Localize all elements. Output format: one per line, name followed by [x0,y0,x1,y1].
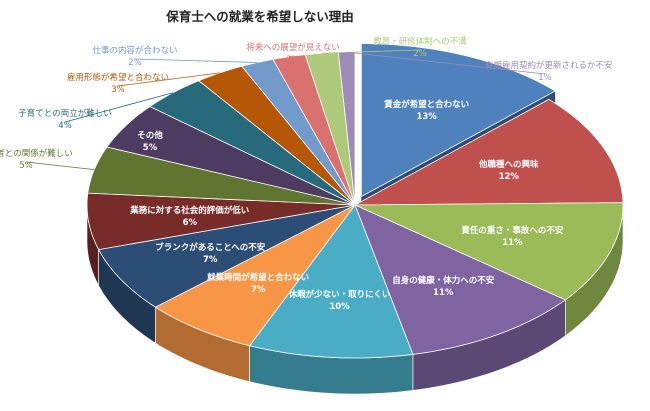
slice-2-percent: 12% [498,172,519,183]
slice-3-name: 責任の重さ・事故への不安 [461,226,564,237]
slice-1-name: 賃金が希望と合わない [384,100,470,111]
slice-1 [360,43,557,198]
slice-16-leader [346,51,546,75]
slice-14-label: 将来への展望が見えない 2% [233,42,353,66]
slice-4-percent: 11% [433,288,454,299]
slice-1-label: 賃金が希望と合わない 13% [367,99,487,123]
slice-13-label: 仕事の内容が合わない 2% [75,45,195,69]
slice-1-percent: 13% [416,112,437,123]
slice-4-label: 自身の健康・体力への不安 11% [383,275,503,299]
slice-15-percent: 2% [413,49,427,59]
slice-2-label: 他職種への興味 12% [449,159,569,183]
slice-5-percent: 10% [329,302,350,313]
slice-12-leader [117,72,220,87]
slice-15-leader [321,49,421,54]
slice-7-name: ブランクがあることへの不安 [155,242,266,253]
slice-9-leader [25,161,95,170]
slice-13-percent: 2% [128,58,142,68]
slice-8-percent: 6% [182,218,198,229]
slice-10-label: その他 5% [90,130,210,154]
slice-2-name: 他職種への興味 [478,160,539,171]
slice-9-name: 保護者との関係が難しい [0,149,73,159]
slice-15-name: 教育・研修体制への不満 [373,37,467,47]
slice-4-name: 自身の健康・体力への不安 [392,276,495,287]
slice-11-name: 子育てとの両立が難しい [18,109,112,119]
slice-12-percent: 3% [111,85,125,95]
slice-3-label: 責任の重さ・事故への不安 11% [452,225,572,249]
slice-10 [106,106,356,206]
slice-2 [354,98,624,206]
slice-9-label: 保護者との関係が難しい 5% [0,148,86,172]
slice-8-name: 業務に対する社会的評価が低い [130,206,250,217]
slice-11-percent: 4% [58,121,72,131]
slice-15-label: 教育・研修体制への不満 2% [360,36,480,60]
slice-14-percent: 2% [286,55,300,65]
slice-5-name: 休暇が少ない・取りにくい [288,290,391,301]
slice-9-percent: 5% [19,161,33,171]
slice-6-label: 就業時間が希望と合わない 7% [198,272,318,296]
slice-11-label: 子育てとの両立が難しい 4% [5,108,125,132]
slice-14-leader [288,55,294,58]
slice-8-label: 業務に対する社会的評価が低い 6% [130,205,250,229]
slice-10-percent: 5% [142,143,158,153]
slice-3 [354,202,624,301]
slice-6 [154,204,356,347]
slice-16-label: 有期雇用契約が更新されるか不安 1% [485,60,613,84]
slice-7-percent: 7% [203,254,218,265]
slice-5 [248,204,414,359]
slice-5-label: 休暇が少ない・取りにくい 10% [280,289,400,313]
slice-10-name: その他 [137,131,163,141]
slice-4 [354,204,567,355]
slice-6-name: 就業時間が希望と合わない [207,273,310,284]
slice-12-label: 雇用形態が希望と合わない 3% [58,72,178,96]
slice-7 [97,204,356,308]
slice-11-leader [64,92,174,123]
slice-16-percent: 1% [538,73,552,83]
chart-title: 保育士への就業を希望しない理由 [166,9,354,24]
slice-16-name: 有期雇用契約が更新されるか不安 [485,61,613,71]
slice-13-name: 仕事の内容が合わない [92,46,178,56]
slice-13-leader [134,58,258,63]
slice-7-label: ブランクがあることへの不安 7% [150,242,270,266]
slice-14-name: 将来への展望が見えない [246,43,340,53]
slice-12-name: 雇用形態が希望と合わない [66,73,169,83]
slice-8 [86,192,356,251]
slice-3-percent: 11% [502,238,523,249]
slice-6-percent: 7% [250,285,266,296]
